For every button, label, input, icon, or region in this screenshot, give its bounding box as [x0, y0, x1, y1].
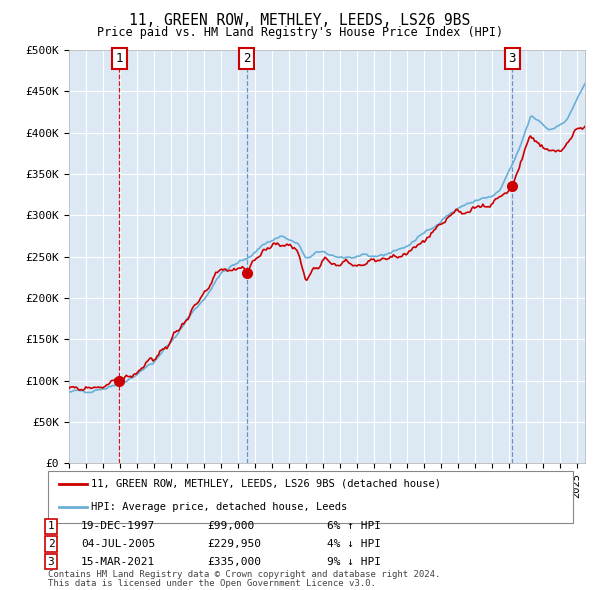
Text: 2: 2 [47, 539, 55, 549]
Text: This data is licensed under the Open Government Licence v3.0.: This data is licensed under the Open Gov… [48, 579, 376, 588]
Text: 9% ↓ HPI: 9% ↓ HPI [327, 557, 381, 566]
Text: 2: 2 [243, 52, 250, 65]
Text: 6% ↑ HPI: 6% ↑ HPI [327, 522, 381, 531]
Text: £335,000: £335,000 [207, 557, 261, 566]
Text: £229,950: £229,950 [207, 539, 261, 549]
Text: Contains HM Land Registry data © Crown copyright and database right 2024.: Contains HM Land Registry data © Crown c… [48, 571, 440, 579]
Text: 15-MAR-2021: 15-MAR-2021 [81, 557, 155, 566]
Text: 4% ↓ HPI: 4% ↓ HPI [327, 539, 381, 549]
Text: £99,000: £99,000 [207, 522, 254, 531]
Text: 3: 3 [509, 52, 516, 65]
Text: 04-JUL-2005: 04-JUL-2005 [81, 539, 155, 549]
Text: 3: 3 [47, 557, 55, 566]
Text: Price paid vs. HM Land Registry's House Price Index (HPI): Price paid vs. HM Land Registry's House … [97, 26, 503, 39]
Text: 1: 1 [115, 52, 123, 65]
Text: 11, GREEN ROW, METHLEY, LEEDS, LS26 9BS (detached house): 11, GREEN ROW, METHLEY, LEEDS, LS26 9BS … [91, 479, 441, 489]
Text: 19-DEC-1997: 19-DEC-1997 [81, 522, 155, 531]
Text: 1: 1 [47, 522, 55, 531]
Text: HPI: Average price, detached house, Leeds: HPI: Average price, detached house, Leed… [91, 503, 347, 512]
Text: 11, GREEN ROW, METHLEY, LEEDS, LS26 9BS: 11, GREEN ROW, METHLEY, LEEDS, LS26 9BS [130, 13, 470, 28]
